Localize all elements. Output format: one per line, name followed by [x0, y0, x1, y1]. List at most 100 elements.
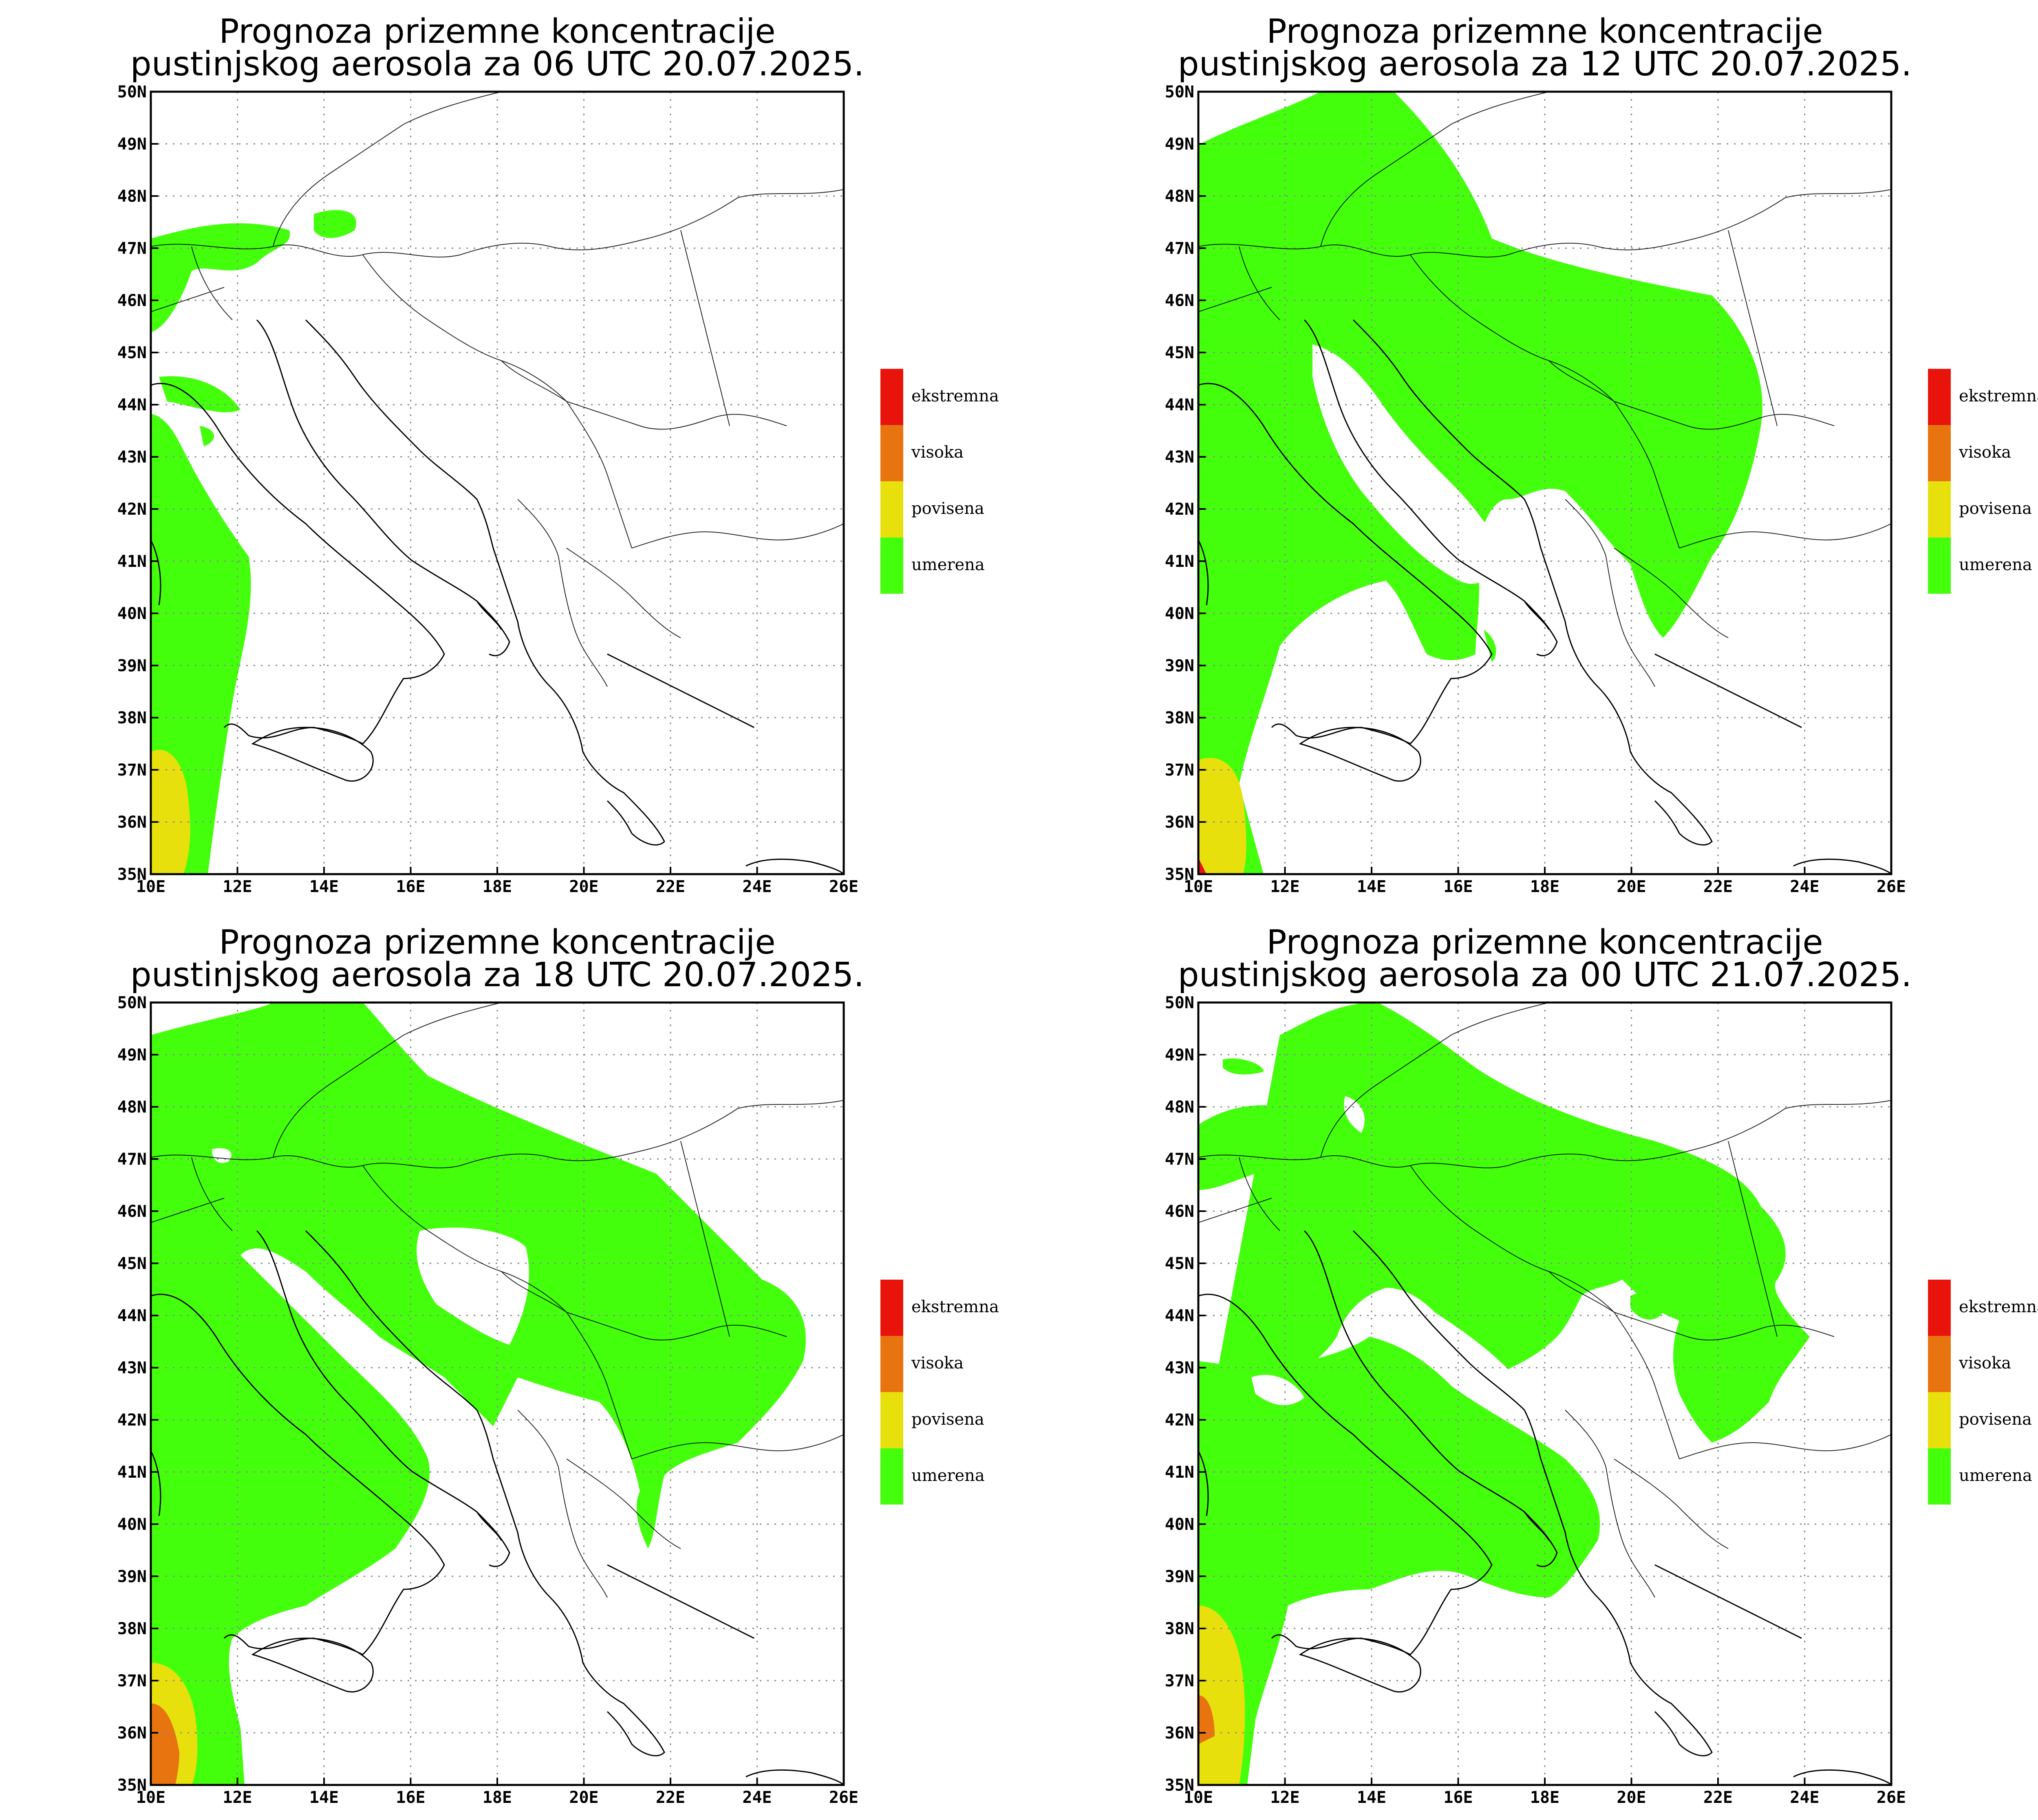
lat-tick-label: 44N — [1165, 396, 1194, 414]
legend-swatch — [1928, 425, 1951, 481]
lat-tick-label: 39N — [1165, 1567, 1194, 1586]
lat-tick-label: 41N — [1165, 1463, 1194, 1482]
lat-tick-label: 36N — [1165, 1724, 1194, 1743]
aerosol-plume — [212, 1148, 232, 1163]
lat-tick-label: 42N — [1165, 1411, 1194, 1430]
legend-swatch — [880, 481, 903, 538]
lon-tick-label: 24E — [1790, 877, 1819, 896]
lat-tick-label: 35N — [1165, 865, 1194, 884]
aerosol-plume — [1198, 1105, 1324, 1190]
lat-tick-label: 43N — [1165, 1359, 1194, 1377]
lat-tick-label: 42N — [117, 500, 147, 519]
legend-label: umerena — [1959, 555, 2032, 574]
lon-tick-label: 10E — [136, 877, 165, 896]
panel-title-line2: pustinjskog aerosola za 06 UTC 20.07.202… — [130, 45, 865, 84]
aerosol-plume — [1630, 1293, 1663, 1320]
lon-tick-label: 18E — [1530, 1788, 1559, 1807]
aerosol-plume — [1198, 758, 1246, 874]
lat-tick-label: 43N — [1165, 448, 1194, 467]
lat-tick-label: 36N — [117, 813, 147, 832]
lat-tick-label: 48N — [117, 1098, 147, 1117]
legend-swatch — [1928, 1336, 1951, 1392]
legend: ekstremna visoka povisena umerena — [880, 369, 999, 594]
lat-tick-label: 35N — [117, 865, 147, 884]
lon-tick-label: 22E — [1703, 1788, 1733, 1807]
legend-swatch — [1928, 1392, 1951, 1448]
lat-tick-label: 40N — [117, 604, 147, 623]
lon-tick-label: 16E — [1443, 877, 1473, 896]
legend-swatch — [880, 369, 903, 425]
lat-tick-label: 37N — [117, 761, 147, 780]
lat-tick-label: 43N — [117, 1359, 147, 1377]
lat-tick-label: 36N — [117, 1724, 147, 1743]
lon-tick-label: 24E — [1790, 1788, 1819, 1807]
lat-tick-label: 38N — [1165, 709, 1194, 727]
legend-label: umerena — [1959, 1466, 2032, 1485]
aerosol-plume — [1251, 1375, 1304, 1406]
lon-tick-label: 18E — [1530, 877, 1559, 896]
legend: ekstremna visoka povisena umerena — [1928, 369, 2038, 594]
lat-tick-label: 47N — [1165, 1150, 1194, 1169]
lat-tick-label: 40N — [117, 1515, 147, 1534]
lat-tick-label: 50N — [1165, 83, 1194, 101]
lat-tick-label: 36N — [1165, 813, 1194, 832]
legend-swatch — [1928, 481, 1951, 538]
panel-title-line2: pustinjskog aerosola za 00 UTC 21.07.202… — [1178, 956, 1912, 994]
legend-label: ekstremna — [1959, 1298, 2038, 1316]
legend-swatch — [880, 425, 903, 481]
legend-label: povisena — [911, 499, 984, 518]
lat-tick-label: 47N — [1165, 239, 1194, 258]
aerosol-plume — [151, 223, 290, 332]
legend-swatch — [1928, 1448, 1951, 1505]
lat-tick-label: 44N — [1165, 1307, 1194, 1325]
lon-tick-label: 18E — [483, 877, 512, 896]
legend-label: ekstremna — [1959, 387, 2038, 405]
aerosol-plume — [151, 1703, 179, 1785]
lat-tick-label: 42N — [1165, 500, 1194, 519]
lat-tick-label: 47N — [117, 1150, 147, 1169]
legend-label: umerena — [911, 555, 985, 574]
map-area — [1198, 92, 1891, 874]
lat-tick-label: 49N — [117, 1046, 147, 1064]
map-panel-2: Prognoza prizemne koncentracijepustinjsk… — [1165, 12, 2038, 896]
lon-tick-label: 20E — [1617, 1788, 1646, 1807]
lon-tick-label: 16E — [396, 1788, 425, 1807]
aerosol-plume — [1198, 858, 1206, 874]
aerosol-plume — [417, 1227, 529, 1345]
map-area — [151, 92, 844, 874]
panel-title-line2: pustinjskog aerosola za 18 UTC 20.07.202… — [130, 956, 865, 994]
lat-tick-label: 44N — [117, 1307, 147, 1325]
lon-tick-label: 26E — [829, 1788, 858, 1807]
lat-tick-label: 38N — [117, 709, 147, 727]
lat-tick-label: 41N — [117, 552, 147, 571]
legend-swatch — [880, 1448, 903, 1505]
aerosol-plume — [200, 426, 214, 446]
lat-tick-label: 39N — [1165, 657, 1194, 675]
legend-swatch — [880, 1336, 903, 1392]
lat-tick-label: 38N — [117, 1619, 147, 1638]
lat-tick-label: 48N — [117, 187, 147, 206]
lat-tick-label: 49N — [117, 135, 147, 154]
legend-label: povisena — [1959, 1410, 2032, 1429]
lon-tick-label: 10E — [1184, 877, 1213, 896]
aerosol-plume — [1198, 1606, 1245, 1785]
legend-swatch — [1928, 1280, 1951, 1336]
legend-label: visoka — [1959, 1354, 2011, 1373]
lon-tick-label: 14E — [309, 1788, 339, 1807]
aerosol-plume — [151, 414, 251, 874]
aerosol-plume — [1484, 630, 1496, 662]
lat-tick-label: 46N — [117, 1202, 147, 1221]
lon-tick-label: 24E — [742, 1788, 772, 1807]
legend-label: ekstremna — [911, 1298, 999, 1316]
legend-swatch — [880, 1280, 903, 1336]
panel-title-line1: Prognoza prizemne koncentracije — [219, 923, 775, 962]
panel-title-line2: pustinjskog aerosola za 12 UTC 20.07.202… — [1178, 45, 1912, 84]
map-panel-4: Prognoza prizemne koncentracijepustinjsk… — [1165, 923, 2038, 1807]
panel-title-line1: Prognoza prizemne koncentracije — [1266, 12, 1823, 51]
lon-tick-label: 10E — [1184, 1788, 1213, 1807]
lat-tick-label: 37N — [117, 1672, 147, 1690]
lat-tick-label: 40N — [1165, 1515, 1194, 1534]
lat-tick-label: 48N — [1165, 1098, 1194, 1117]
legend-swatch — [880, 1392, 903, 1448]
